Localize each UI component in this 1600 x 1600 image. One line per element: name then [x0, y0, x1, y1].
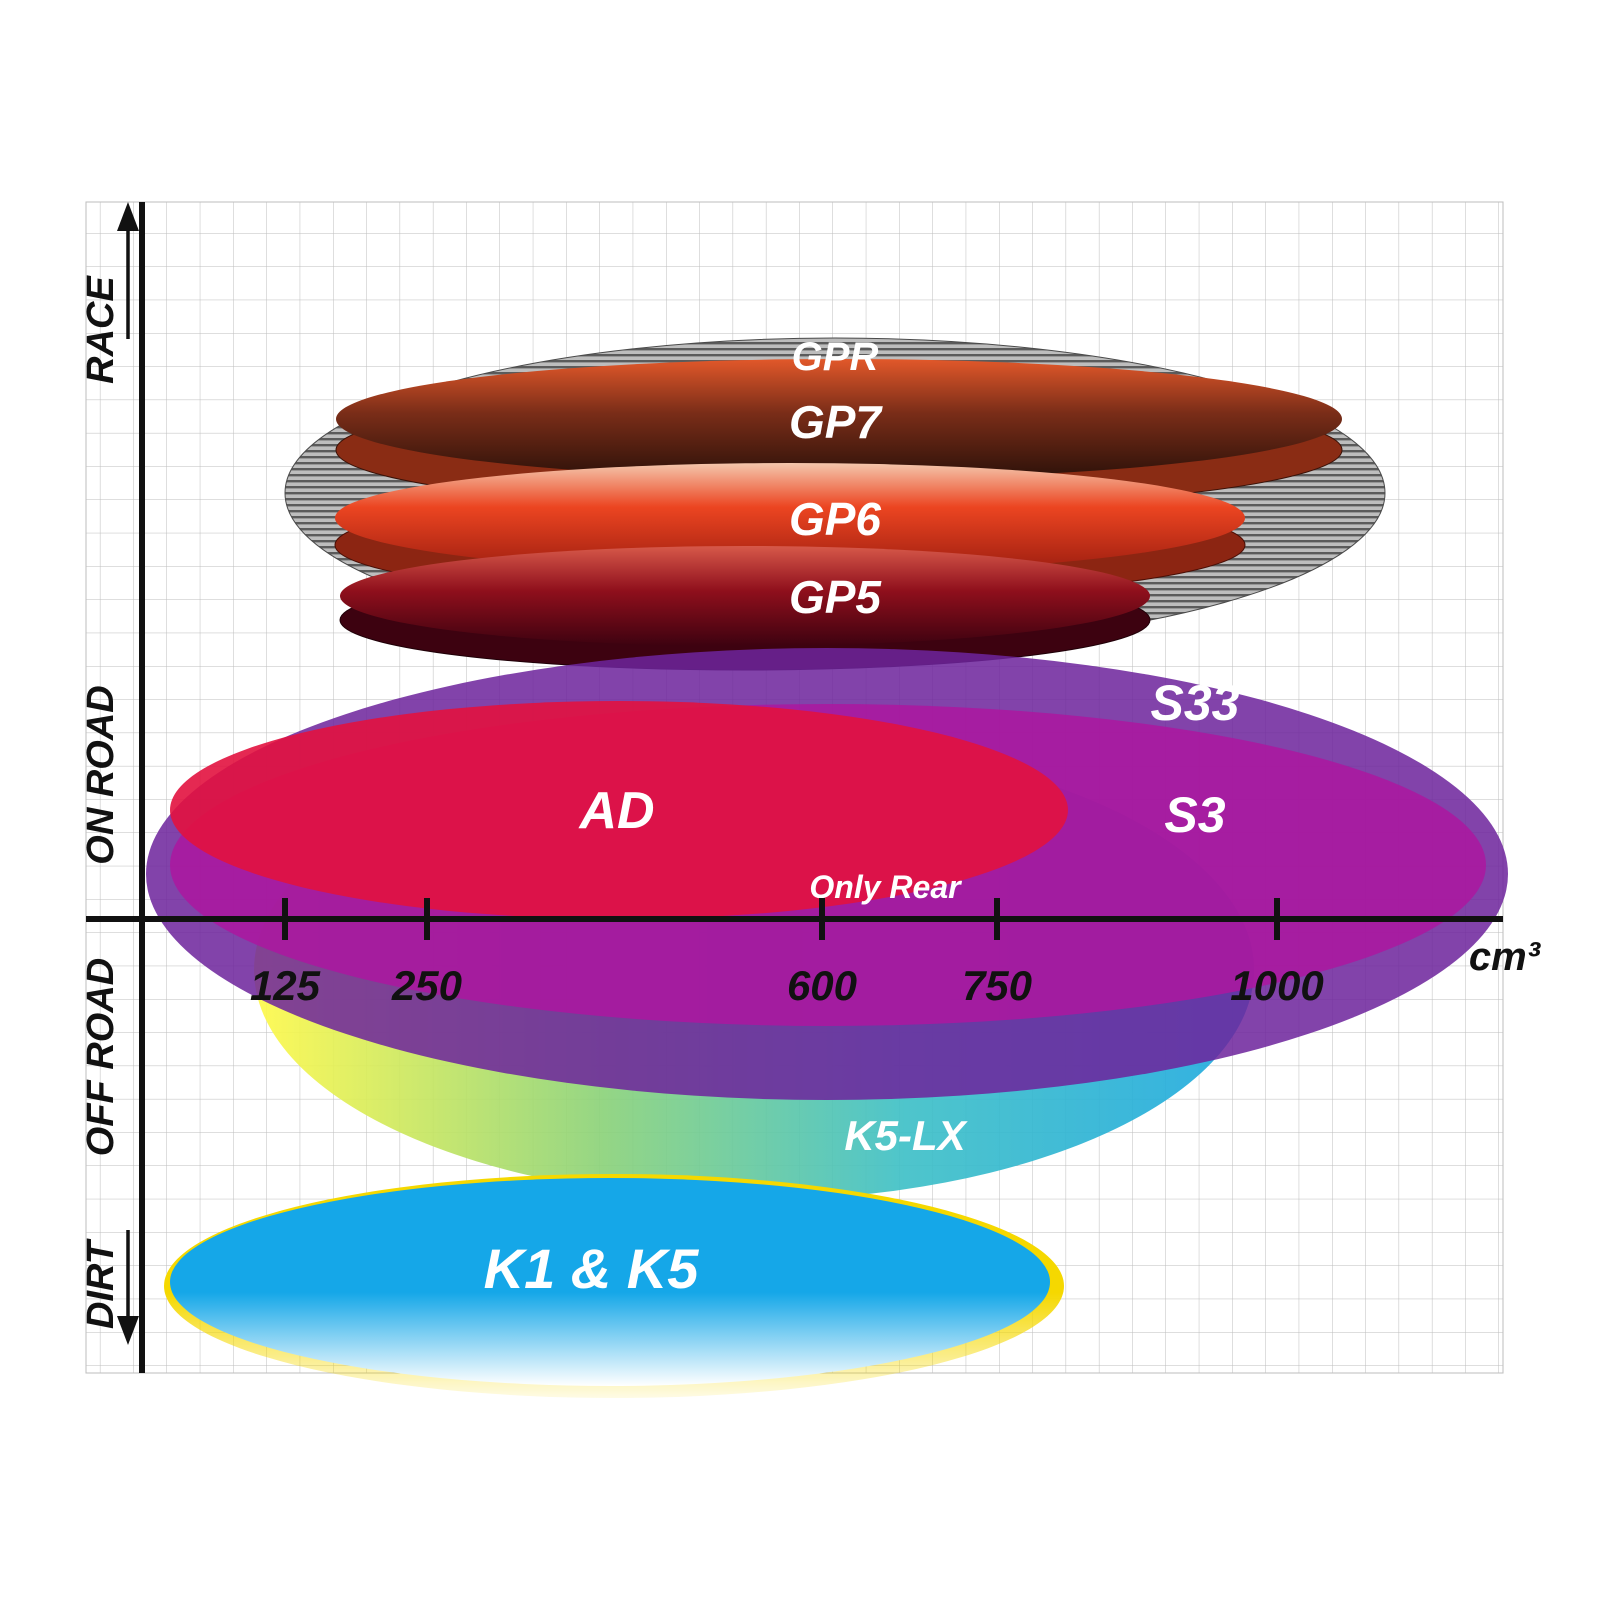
svg-text:GP7: GP7	[789, 396, 883, 448]
svg-text:1000: 1000	[1230, 962, 1323, 1009]
svg-text:cm³: cm³	[1469, 935, 1542, 979]
svg-text:K1 & K5: K1 & K5	[484, 1237, 700, 1300]
svg-text:K5-LX: K5-LX	[844, 1112, 968, 1159]
svg-text:ON ROAD: ON ROAD	[80, 685, 122, 864]
svg-text:Only Rear: Only Rear	[809, 869, 962, 905]
svg-text:125: 125	[250, 962, 321, 1009]
svg-text:GP6: GP6	[789, 493, 881, 545]
svg-text:750: 750	[962, 962, 1032, 1009]
svg-text:S3: S3	[1164, 787, 1225, 843]
svg-text:GP5: GP5	[789, 571, 882, 623]
svg-text:GPR: GPR	[792, 335, 879, 379]
svg-text:DIRT: DIRT	[80, 1238, 122, 1329]
svg-text:250: 250	[391, 962, 462, 1009]
svg-text:RACE: RACE	[80, 275, 122, 384]
svg-text:600: 600	[787, 962, 857, 1009]
svg-text:AD: AD	[577, 782, 654, 840]
svg-text:OFF ROAD: OFF ROAD	[80, 958, 122, 1156]
svg-text:S33: S33	[1151, 675, 1240, 731]
